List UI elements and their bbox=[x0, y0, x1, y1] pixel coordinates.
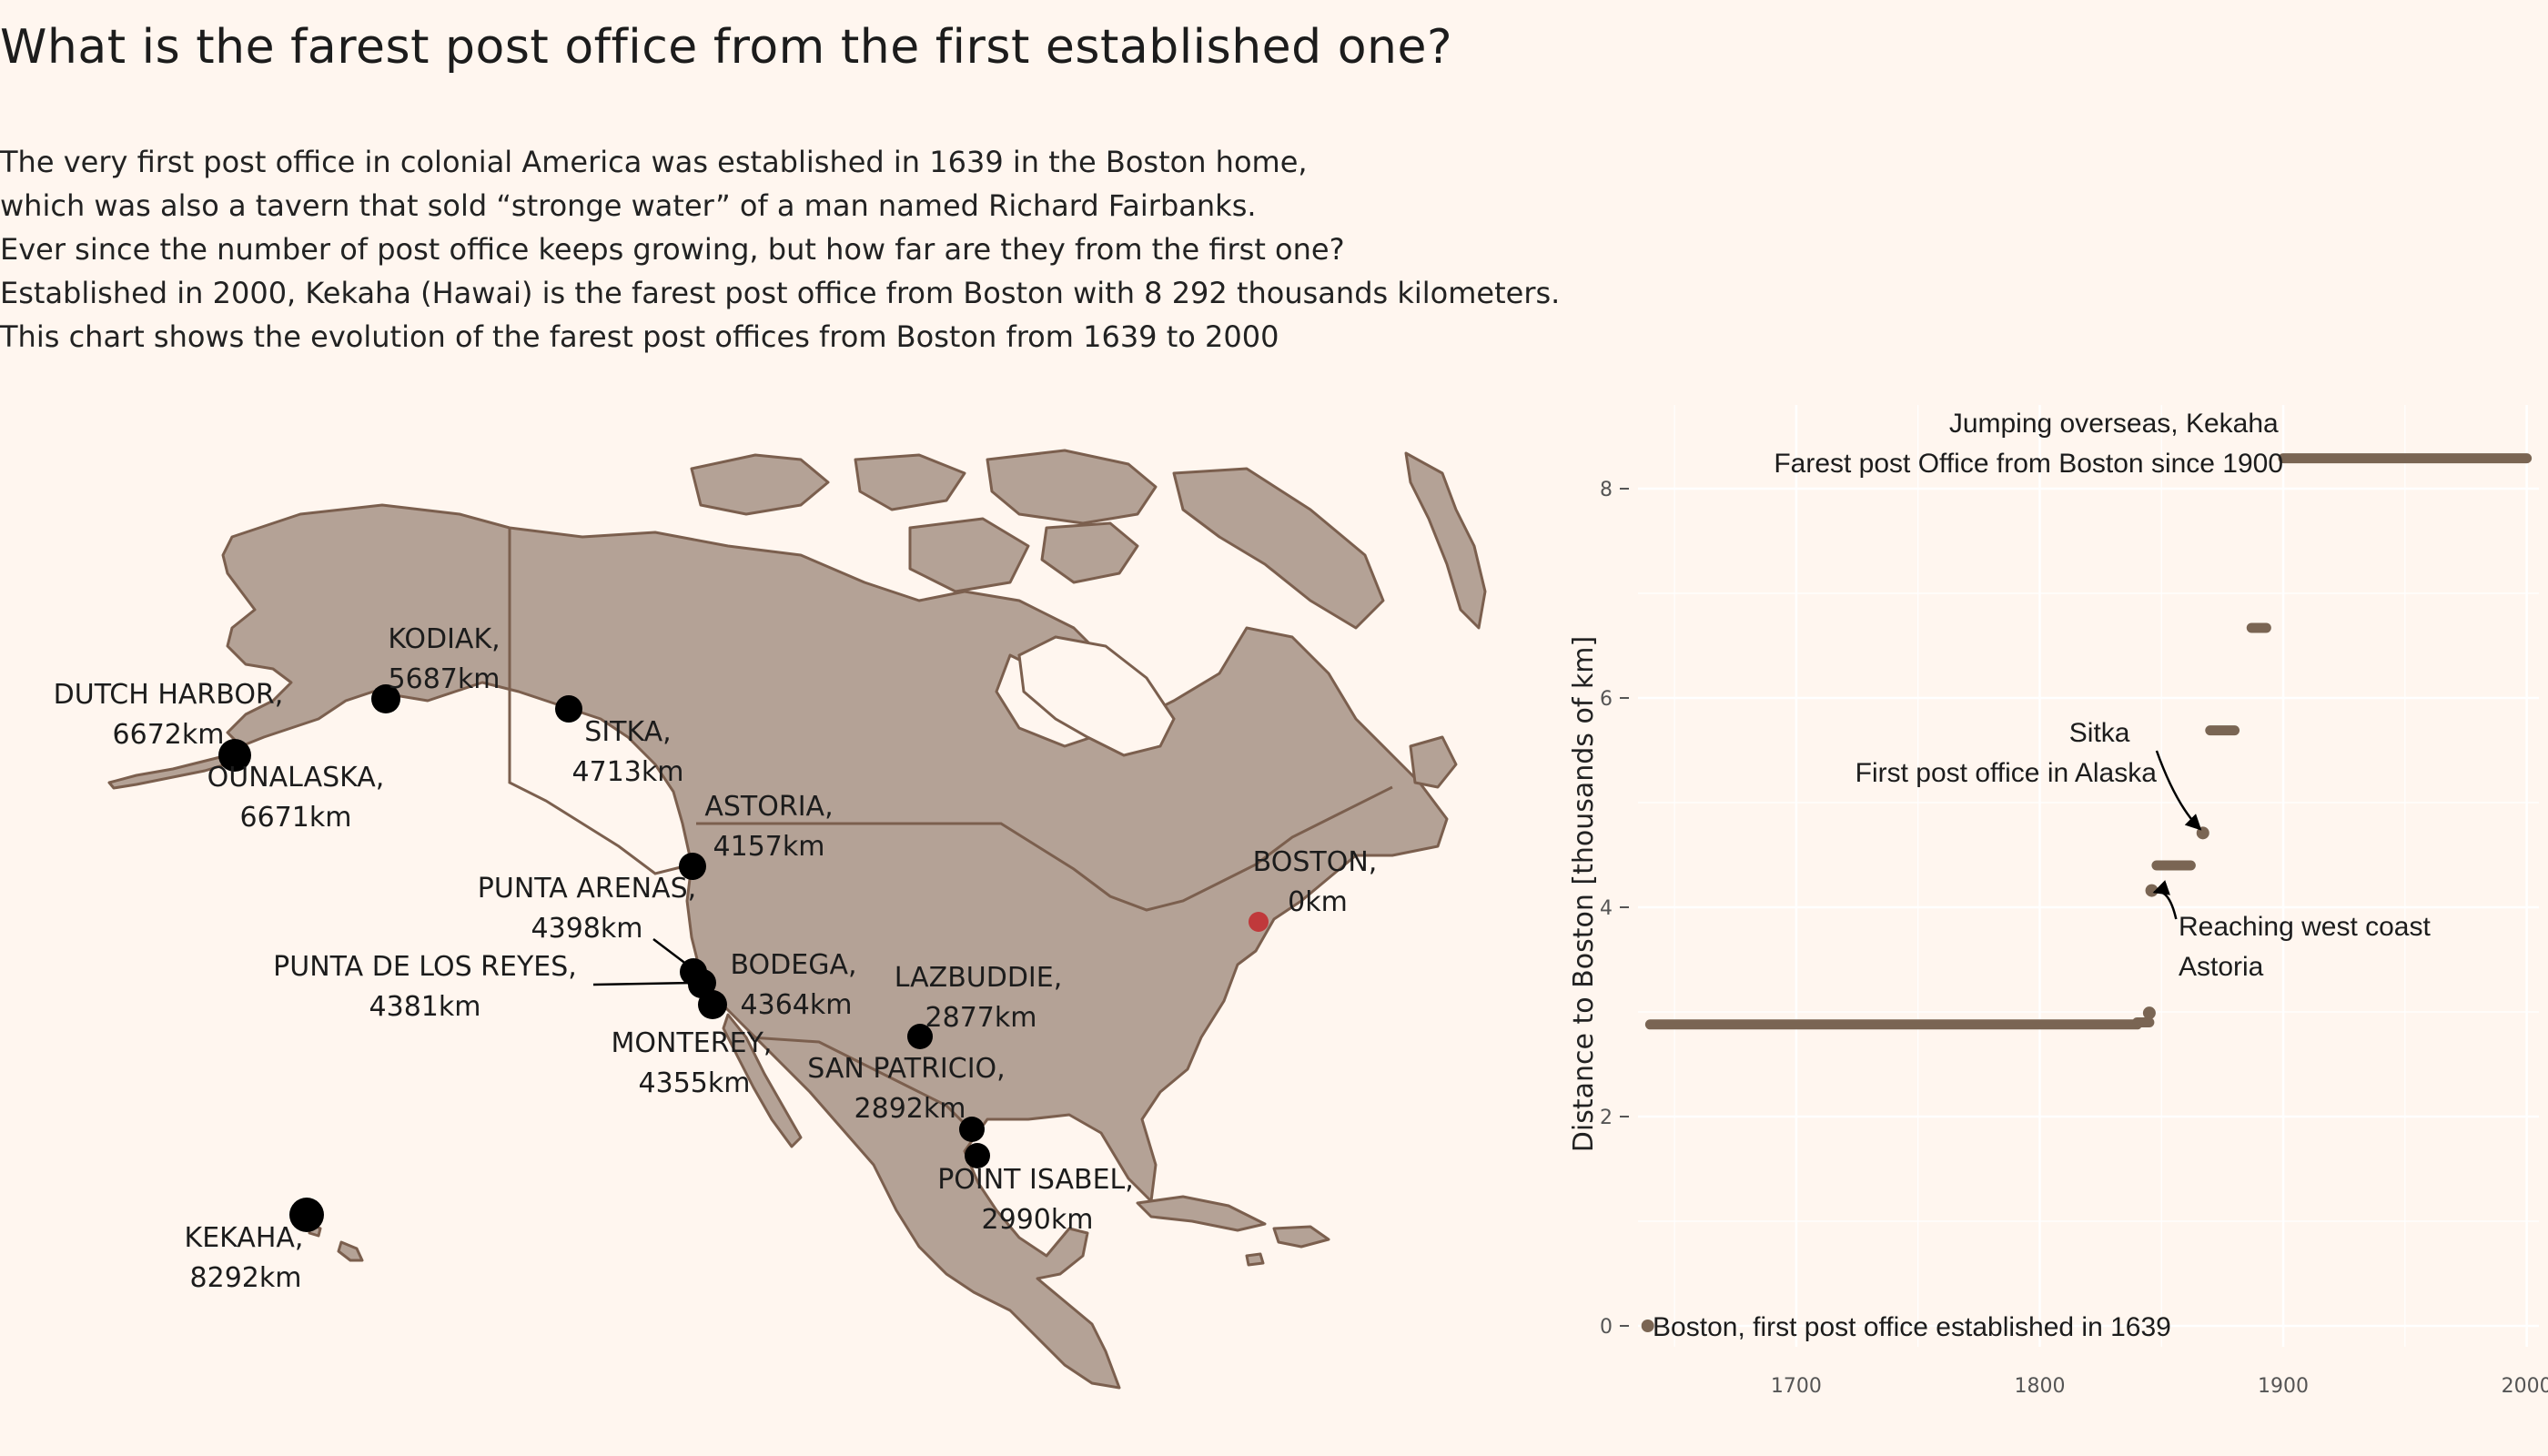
subtitle: The very first post office in colonial A… bbox=[0, 140, 1560, 359]
land bbox=[107, 449, 1487, 1390]
y-axis-ticks: 0 2 4 6 8 bbox=[1600, 479, 1629, 1339]
city-label: SITKA, 4713km bbox=[572, 716, 684, 788]
arctic-island bbox=[1040, 521, 1139, 584]
y-tick-label: 6 bbox=[1600, 688, 1613, 711]
city-point-dutch-harbor bbox=[218, 739, 251, 772]
page-title: What is the farest post office from the … bbox=[0, 20, 1453, 75]
arctic-island bbox=[986, 449, 1158, 525]
series-point bbox=[1641, 1320, 1654, 1332]
subtitle-line: which was also a tavern that sold “stron… bbox=[0, 188, 1257, 223]
city-point-boston bbox=[1249, 912, 1269, 932]
annotation-boston: Boston, first post office established in… bbox=[1653, 1312, 2171, 1342]
label-connectors bbox=[592, 938, 694, 986]
chart-grid bbox=[1638, 405, 2539, 1347]
subtitle-line: Established in 2000, Kekaha (Hawai) is t… bbox=[0, 276, 1561, 310]
newfoundland bbox=[1409, 735, 1458, 789]
chart-annotations: Jumping overseas, Kekaha Farest post Offi… bbox=[1653, 409, 2431, 1342]
city-point-monterey bbox=[698, 990, 727, 1019]
city-point-san-patricio bbox=[959, 1117, 985, 1142]
city-point-lazbuddie bbox=[907, 1024, 933, 1049]
city-label: PUNTA DE LOS REYES, 4381km bbox=[273, 951, 577, 1023]
city-point-kodiak bbox=[371, 684, 400, 713]
city-label: SAN PATRICIO, 2892km bbox=[807, 1053, 1005, 1125]
city-point-sitka bbox=[555, 695, 582, 723]
annotation-arrow-astoria bbox=[2152, 880, 2178, 920]
alaska-canada-border bbox=[508, 528, 693, 875]
hawaii-island bbox=[337, 1240, 364, 1262]
greenland bbox=[1404, 451, 1487, 630]
city-points bbox=[218, 684, 1269, 1232]
city-label: POINT ISABEL, 2990km bbox=[937, 1164, 1134, 1236]
city-label: BODEGA, 4364km bbox=[730, 949, 856, 1021]
arctic-island bbox=[690, 453, 830, 516]
y-axis-label: Distance to Boston [thousands of km] bbox=[1568, 636, 1600, 1152]
connector-punta-arenas bbox=[652, 938, 688, 966]
baja-california bbox=[722, 1013, 803, 1148]
city-label: LAZBUDDIE, 2877km bbox=[895, 962, 1063, 1034]
city-label: MONTEREY, 4355km bbox=[612, 1027, 773, 1099]
x-axis-ticks: 1700 1800 1900 2000 bbox=[1771, 1375, 2548, 1398]
series-point bbox=[2145, 884, 2159, 897]
x-tick-label: 2000 bbox=[2502, 1375, 2548, 1398]
city-label: ASTORIA, 4157km bbox=[704, 791, 833, 863]
city-label: PUNTA ARENAS, 4398km bbox=[478, 873, 696, 945]
us-canada-border bbox=[696, 785, 1393, 912]
arctic-island bbox=[854, 453, 966, 511]
chart-series bbox=[1641, 453, 2533, 1332]
city-label: DUTCH HARBOR, 6672km bbox=[54, 679, 284, 751]
us-mexico-border bbox=[750, 1036, 976, 1135]
distance-chart: 0 2 4 6 8 1700 1800 1900 2000 Distance to Bosto… bbox=[1568, 405, 2548, 1398]
city-label: OUNALASKA, 6671km bbox=[207, 762, 385, 834]
subtitle-line: Ever since the number of post office kee… bbox=[0, 232, 1345, 267]
annotation-astoria: Reaching west coast Astoria bbox=[2179, 912, 2431, 982]
victoria-island bbox=[908, 517, 1030, 593]
city-label: BOSTON, 0km bbox=[1253, 846, 1378, 918]
subtitle-line: The very first post office in colonial A… bbox=[0, 145, 1308, 179]
y-tick-label: 8 bbox=[1600, 479, 1613, 501]
hudson-bay bbox=[1017, 635, 1176, 757]
city-point-point-isabel bbox=[965, 1143, 990, 1168]
city-label: KODIAK, 5687km bbox=[388, 623, 500, 695]
x-tick-label: 1900 bbox=[2258, 1375, 2309, 1398]
annotation-kekaha-line1: Jumping overseas, Kekaha bbox=[1949, 409, 2279, 439]
annotation-arrow-sitka bbox=[2155, 750, 2202, 831]
y-tick-label: 0 bbox=[1600, 1316, 1613, 1339]
connector-punta-de-los-reyes bbox=[592, 981, 694, 986]
caribbean-island bbox=[1245, 1252, 1265, 1267]
annotation-sitka-line1: Sitka bbox=[2069, 718, 2130, 748]
x-tick-label: 1800 bbox=[2014, 1375, 2065, 1398]
cuba bbox=[1136, 1195, 1267, 1232]
city-point-bodega bbox=[689, 969, 716, 996]
north-america-map: KODIAK, 5687km DUTCH HARBOR, 6672km OUNALA… bbox=[54, 449, 1487, 1390]
city-point-kekaha bbox=[289, 1198, 324, 1232]
baffin-island bbox=[1172, 467, 1385, 630]
borders bbox=[508, 528, 1393, 1135]
annotation-sitka-line2: First post office in Alaska bbox=[1855, 758, 2158, 788]
hispaniola bbox=[1272, 1225, 1330, 1249]
annotation-kekaha-line2: Farest post Office from Boston since 190… bbox=[1774, 449, 2283, 479]
city-point-astoria bbox=[679, 853, 706, 880]
series-point bbox=[2142, 1006, 2156, 1020]
x-tick-label: 1700 bbox=[1771, 1375, 1822, 1398]
city-label: KEKAHA, 8292km bbox=[185, 1222, 304, 1294]
y-tick-label: 4 bbox=[1600, 897, 1613, 920]
y-tick-label: 2 bbox=[1600, 1107, 1613, 1129]
city-labels: KODIAK, 5687km DUTCH HARBOR, 6672km OUNALA… bbox=[54, 623, 1378, 1294]
subtitle-line: This chart shows the evolution of the fa… bbox=[0, 319, 1279, 354]
